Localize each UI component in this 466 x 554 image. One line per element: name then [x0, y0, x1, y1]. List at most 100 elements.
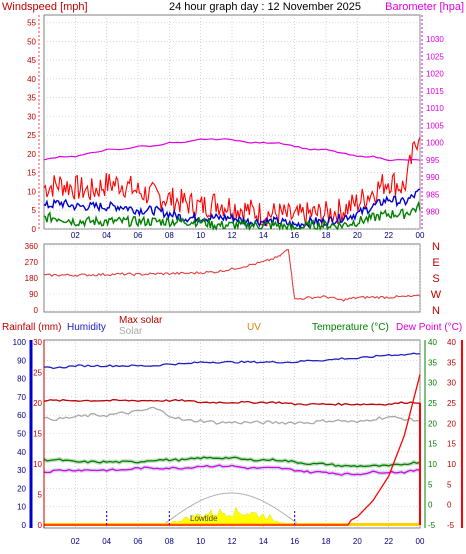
- wind-tick-label: 35: [27, 94, 36, 103]
- barometer-tick-label: 985: [426, 190, 440, 199]
- wind-tick-label: 50: [27, 37, 36, 46]
- series-wind-avg: [43, 188, 421, 231]
- humidity-tick-label: 30: [33, 338, 42, 347]
- time-tick-label: 12: [228, 231, 237, 240]
- time-tick-label: 02: [71, 231, 80, 240]
- legend-rainfall: Rainfall (mm): [2, 322, 61, 333]
- time-tick-label: 06: [134, 537, 143, 546]
- wind-tick-label: 10: [27, 187, 36, 196]
- rainfall-pct-tick-label: 90: [17, 356, 26, 365]
- dewpoint-tick-label: 15: [447, 440, 456, 449]
- humidity-tick-label: 20: [33, 399, 42, 408]
- wind-axis-ticks: 02 04 06 08 10 12 14 16 18 20 22 000510152025303540…: [27, 19, 444, 240]
- time-tick-label: 18: [322, 537, 331, 546]
- time-tick-label: 14: [259, 537, 268, 546]
- humidity-tick-label: 5: [38, 491, 43, 500]
- dewpoint-tick-label: 0: [447, 501, 452, 510]
- wind-tick-label: 45: [27, 56, 36, 65]
- temperature-tick-label: 30: [428, 379, 437, 388]
- chart-title: 24 hour graph day : 12 November 2025: [169, 1, 361, 13]
- compass-s: S: [432, 273, 439, 285]
- dewpoint-tick-label: 20: [447, 419, 456, 428]
- wind-tick-label: 40: [27, 75, 36, 84]
- series-direction: [43, 249, 421, 302]
- rainfall-pct-tick-label: 80: [17, 375, 26, 384]
- wind-tick-label: 5: [32, 206, 37, 215]
- series-wind-low: [43, 200, 421, 232]
- dewpoint-tick-label: 30: [447, 379, 456, 388]
- barometer-tick-label: 1025: [426, 52, 444, 61]
- time-tick-label: 16: [290, 231, 299, 240]
- time-tick-label: 20: [353, 231, 362, 240]
- time-tick-label: 04: [102, 537, 111, 546]
- series-max-solar: [43, 399, 421, 406]
- legend-solar: Solar: [119, 326, 143, 337]
- wind-tick-label: 20: [27, 150, 36, 159]
- temperature-tick-label: 10: [428, 460, 437, 469]
- temperature-tick-label: 5: [428, 480, 433, 489]
- solar-fill: [163, 506, 300, 526]
- time-tick-label: 00: [416, 537, 425, 546]
- humidity-tick-label: 10: [33, 460, 42, 469]
- time-tick-label: 06: [134, 231, 143, 240]
- direction-tick-label: 90: [29, 290, 38, 299]
- dewpoint-tick-label: 40: [447, 338, 456, 347]
- barometer-tick-label: 1005: [426, 121, 444, 130]
- wind-tick-label: 0: [32, 225, 37, 234]
- barometer-title: Barometer [hpa]: [385, 1, 464, 13]
- rainfall-pct-tick-label: 10: [17, 503, 26, 512]
- series-barometer: [43, 138, 421, 162]
- barometer-tick-label: 990: [426, 173, 440, 182]
- time-tick-label: 04: [102, 231, 111, 240]
- temperature-tick-label: 25: [428, 399, 437, 408]
- multi-axis-ticks: 02 04 06 08 10 12 14 16 18 20 22 000102030405060708…: [13, 338, 457, 546]
- legend-dew-point: Dew Point (°C): [396, 322, 462, 333]
- time-tick-label: 08: [165, 537, 174, 546]
- time-tick-label: 00: [416, 231, 425, 240]
- rainfall-pct-tick-label: 70: [17, 393, 26, 402]
- legend-uv: UV: [247, 322, 261, 333]
- direction-tick-label: 270: [25, 258, 39, 267]
- wind-tick-label: 25: [27, 131, 36, 140]
- series-solar: [43, 406, 421, 425]
- rainfall-pct-tick-label: 100: [13, 338, 27, 347]
- series-dew-point-c: [43, 464, 421, 476]
- windspeed-title: Windspeed [mph]: [2, 1, 88, 13]
- temperature-tick-label: 15: [428, 440, 437, 449]
- temperature-tick-label: 35: [428, 358, 437, 367]
- solar-max-arc: [162, 492, 300, 526]
- rainfall-pct-tick-label: 0: [22, 521, 27, 530]
- dewpoint-tick-label: 5: [447, 480, 452, 489]
- humidity-tick-label: 0: [38, 521, 43, 530]
- compass-n: N: [432, 305, 440, 317]
- wind-tick-label: 30: [27, 112, 36, 121]
- barometer-tick-label: 1020: [426, 70, 444, 79]
- dewpoint-tick-label: -5: [447, 521, 455, 530]
- legend-humidity: Humidity: [67, 322, 106, 333]
- series-rainfall-mm: [44, 374, 421, 526]
- direction-tick-label: 180: [25, 274, 39, 283]
- compass-w: W: [431, 289, 442, 301]
- barometer-tick-label: 1015: [426, 87, 444, 96]
- direction-tick-label: 360: [25, 242, 39, 251]
- wind-tick-label: 55: [27, 19, 36, 28]
- wind-tick-label: 15: [27, 169, 36, 178]
- barometer-tick-label: 1010: [426, 104, 444, 113]
- humidity-tick-label: 25: [33, 369, 42, 378]
- time-tick-label: 16: [290, 537, 299, 546]
- time-tick-label: 10: [196, 231, 205, 240]
- rainfall-pct-tick-label: 60: [17, 411, 26, 420]
- direction-axis-ticks: 0 90 180 270 360: [25, 242, 39, 315]
- compass-e: E: [432, 257, 439, 269]
- dewpoint-tick-label: 25: [447, 399, 456, 408]
- rainfall-pct-tick-label: 30: [17, 466, 26, 475]
- temperature-tick-label: -5: [428, 521, 436, 530]
- dewpoint-tick-label: 35: [447, 358, 456, 367]
- time-tick-label: 22: [384, 537, 393, 546]
- temperature-tick-label: 0: [428, 501, 433, 510]
- wind-plot: [43, 137, 421, 232]
- annotation-lowtide: Lowtide: [190, 514, 218, 523]
- direction-grid: [44, 244, 421, 312]
